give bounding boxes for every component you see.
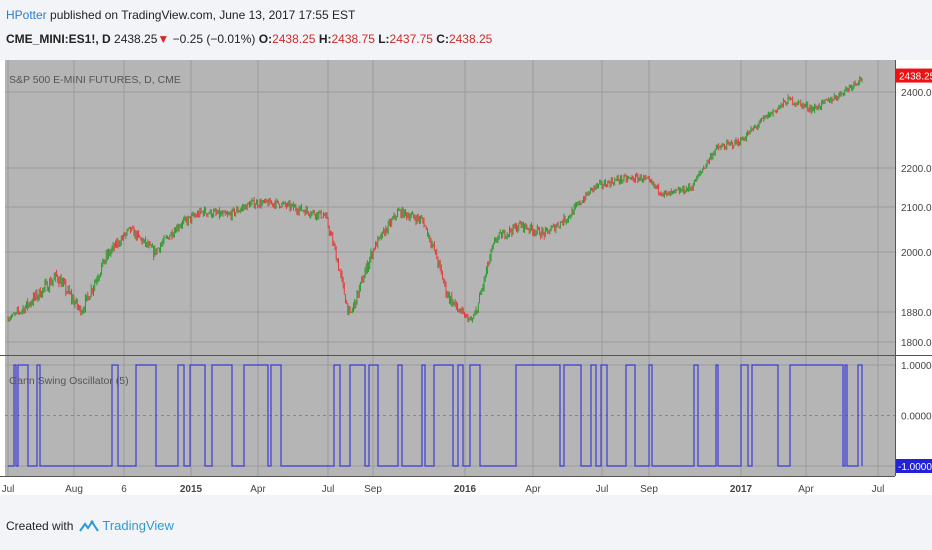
oscillator-value-tag [896,459,932,473]
oscillator-axis-tick-label: 1.0000 [901,361,932,372]
down-arrow-icon: ▼ [157,32,170,46]
low-value: 2437.75 [389,32,433,46]
low-label: L: [378,32,390,46]
ticker-line: CME_MINI:ES1!, D 2438.25▼ −0.25 (−0.01%)… [6,31,492,47]
time-axis-tick-label: 2015 [180,484,203,495]
price-change: −0.25 (−0.01%) [172,32,256,46]
time-axis-tick-label: Apr [525,484,541,495]
symbol-label: CME_MINI:ES1!, D [6,32,111,46]
price-chart-title: S&P 500 E-MINI FUTURES, D, CME [9,74,181,86]
time-axis-tick-label: 6 [121,484,127,495]
price-axis-tick-label: 2200.00 [901,164,932,175]
publish-header: HPotter published on TradingView.com, Ju… [6,7,355,23]
time-axis-tick-label: Sep [364,484,382,495]
time-axis-tick-label: Apr [250,484,266,495]
time-axis-tick-label: Aug [65,484,83,495]
author-link[interactable]: HPotter [6,8,47,22]
price-axis-tick-label: 2400.00 [901,88,932,99]
time-axis-tick-label: 2016 [454,484,477,495]
oscillator-panel[interactable]: 1.0000 0.0000 Gann Swing Oscillator (5) -1.… [5,356,932,476]
published-text: published on TradingView.com, June 13, 2… [50,8,356,22]
price-axis-tick-label: 2000.00 [901,248,932,259]
price-chart[interactable]: 1800.00 1880.00 2000.00 2100.00 2200.00 2400.… [0,55,932,500]
time-axis-tick-label: Jul [596,484,609,495]
oscillator-title: Gann Swing Oscillator (5) [9,375,129,387]
footer: Created with TradingView [6,517,174,535]
high-label: H: [318,32,332,46]
time-axis[interactable]: Jul Aug 6 2015 Apr Jul Sep 2016 Apr Jul Sep 2017 Apr… [0,476,932,495]
time-axis-tick-label: Jul [872,484,885,495]
high-value: 2438.75 [331,32,375,46]
open-label: O: [258,32,273,46]
time-axis-tick-label: Jul [2,484,15,495]
price-axis-tick-label: 1800.00 [901,338,932,349]
tradingview-logo-icon [79,520,100,532]
last-price: 2438.25 [114,32,158,46]
last-price-tag [896,68,932,83]
close-label: C: [436,32,449,46]
tradingview-brand[interactable]: TradingView [102,518,174,533]
price-axis-tick-label: 2100.00 [901,203,932,214]
price-axis-tick-label: 1880.00 [901,308,932,319]
oscillator-line [8,364,863,467]
time-axis-tick-label: Jul [322,484,335,495]
time-axis-tick-label: Apr [798,484,814,495]
last-price-tag-label: 2438.25 [899,72,932,83]
time-axis-tick-label: 2017 [730,484,753,495]
time-axis-tick-label: Sep [640,484,658,495]
open-value: 2438.25 [272,32,316,46]
oscillator-axis-tick-label: 0.0000 [901,412,932,423]
created-with-text: Created with [6,519,74,533]
oscillator-value-tag-label: -1.0000 [898,462,932,473]
close-value: 2438.25 [448,32,493,46]
